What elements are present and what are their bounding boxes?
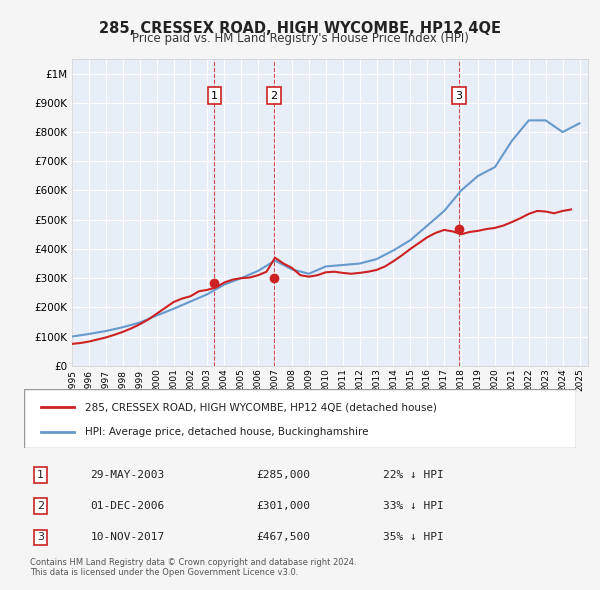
Text: £301,000: £301,000	[256, 502, 310, 511]
Text: Contains HM Land Registry data © Crown copyright and database right 2024.
This d: Contains HM Land Registry data © Crown c…	[30, 558, 356, 577]
Text: Price paid vs. HM Land Registry's House Price Index (HPI): Price paid vs. HM Land Registry's House …	[131, 32, 469, 45]
Text: 3: 3	[455, 91, 463, 101]
Text: 10-NOV-2017: 10-NOV-2017	[90, 532, 164, 542]
Text: 22% ↓ HPI: 22% ↓ HPI	[383, 470, 443, 480]
Text: 01-DEC-2006: 01-DEC-2006	[90, 502, 164, 511]
Text: 33% ↓ HPI: 33% ↓ HPI	[383, 502, 443, 511]
Text: HPI: Average price, detached house, Buckinghamshire: HPI: Average price, detached house, Buck…	[85, 427, 368, 437]
Text: 29-MAY-2003: 29-MAY-2003	[90, 470, 164, 480]
Text: 1: 1	[37, 470, 44, 480]
Text: 3: 3	[37, 532, 44, 542]
Text: 35% ↓ HPI: 35% ↓ HPI	[383, 532, 443, 542]
Text: £285,000: £285,000	[256, 470, 310, 480]
Text: 285, CRESSEX ROAD, HIGH WYCOMBE, HP12 4QE (detached house): 285, CRESSEX ROAD, HIGH WYCOMBE, HP12 4Q…	[85, 402, 437, 412]
Text: 285, CRESSEX ROAD, HIGH WYCOMBE, HP12 4QE: 285, CRESSEX ROAD, HIGH WYCOMBE, HP12 4Q…	[99, 21, 501, 35]
Text: 2: 2	[37, 502, 44, 511]
FancyBboxPatch shape	[24, 389, 576, 448]
Text: £467,500: £467,500	[256, 532, 310, 542]
Text: 2: 2	[270, 91, 277, 101]
Text: 1: 1	[211, 91, 218, 101]
